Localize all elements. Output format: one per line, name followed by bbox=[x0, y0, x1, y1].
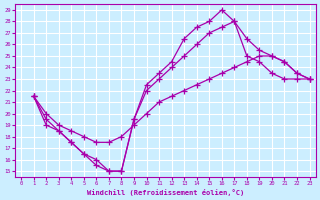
X-axis label: Windchill (Refroidissement éolien,°C): Windchill (Refroidissement éolien,°C) bbox=[87, 189, 244, 196]
